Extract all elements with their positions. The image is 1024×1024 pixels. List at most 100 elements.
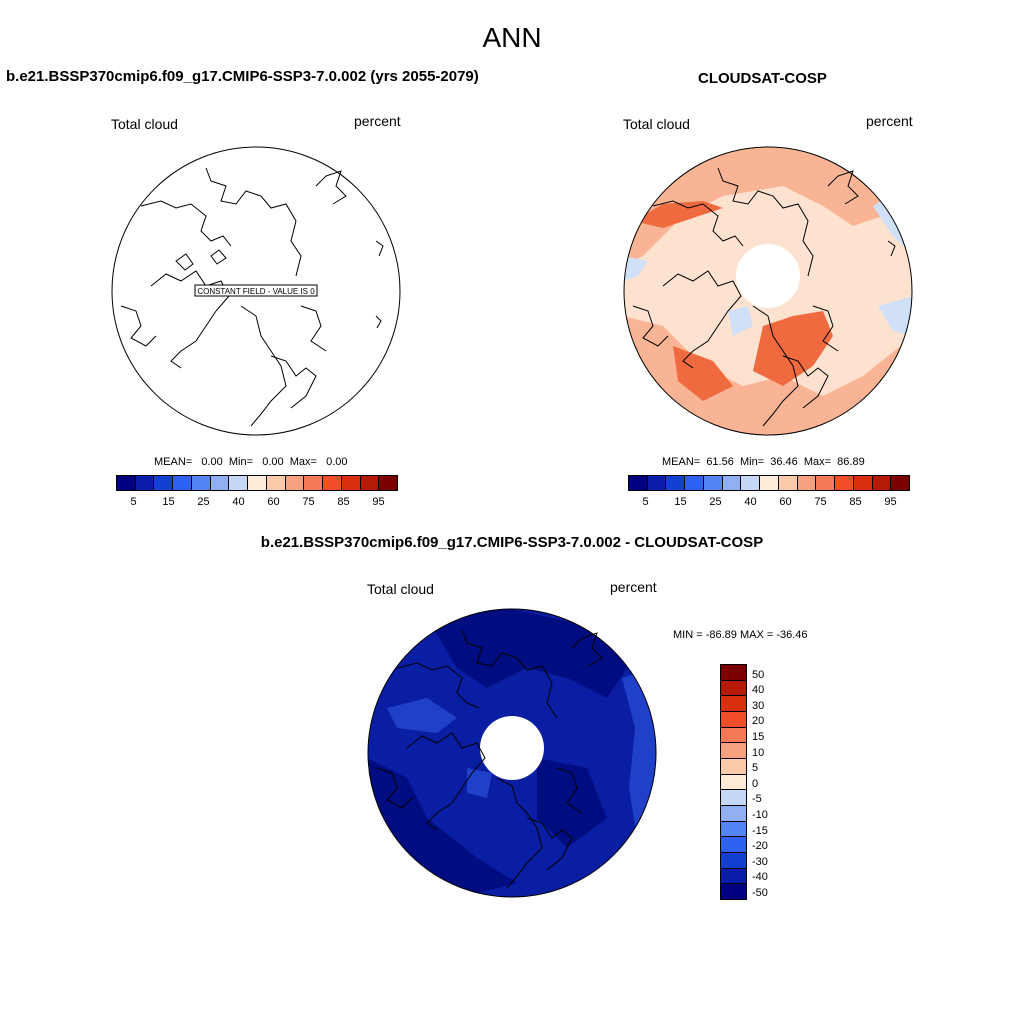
colorbar-swatch bbox=[853, 476, 873, 490]
obs-stats: MEAN= 61.56 Min= 36.46 Max= 86.89 bbox=[662, 456, 865, 468]
colorbar-swatch bbox=[891, 476, 910, 490]
colorbar-swatch bbox=[778, 476, 798, 490]
colorbar-swatch bbox=[248, 476, 267, 490]
colorbar-swatch bbox=[154, 476, 174, 490]
page-title: ANN bbox=[482, 22, 542, 53]
colorbar-tick-label: 95 bbox=[372, 496, 385, 508]
test-variable-label: Total cloud bbox=[111, 116, 178, 132]
colorbar-swatch bbox=[721, 884, 746, 900]
colorbar-swatch bbox=[721, 837, 746, 854]
obs-map bbox=[623, 146, 913, 436]
colorbar-swatch bbox=[721, 774, 746, 791]
obs-colorbar bbox=[628, 475, 910, 491]
colorbar-swatch bbox=[721, 868, 746, 885]
diff-coastlines bbox=[376, 629, 603, 889]
test-stats: MEAN= 0.00 Min= 0.00 Max= 0.00 bbox=[154, 456, 348, 468]
colorbar-swatch bbox=[721, 806, 746, 822]
colorbar-swatch bbox=[721, 743, 746, 760]
diff-units-label: percent bbox=[610, 579, 657, 595]
colorbar-tick-label: 85 bbox=[849, 496, 862, 508]
colorbar-swatch bbox=[703, 476, 723, 490]
colorbar-tick-label: 95 bbox=[884, 496, 897, 508]
diff-variable-label: Total cloud bbox=[367, 581, 434, 597]
map-region bbox=[427, 609, 627, 698]
colorbar-swatch bbox=[323, 476, 342, 490]
diff-panel-title: b.e21.BSSP370cmip6.f09_g17.CMIP6-SSP3-7.… bbox=[260, 534, 764, 551]
colorbar-tick-label: 15 bbox=[752, 731, 765, 743]
colorbar-tick-label: 85 bbox=[337, 496, 350, 508]
colorbar-swatch bbox=[721, 759, 746, 775]
diff-map bbox=[367, 608, 657, 898]
constant-field-label: CONSTANT FIELD - VALUE IS 0 bbox=[197, 287, 315, 296]
colorbar-tick-label: 60 bbox=[779, 496, 792, 508]
colorbar-swatch bbox=[760, 476, 779, 490]
test-units-label: percent bbox=[354, 113, 401, 129]
colorbar-tick-label: 10 bbox=[752, 746, 765, 759]
colorbar-swatch bbox=[721, 853, 746, 869]
colorbar-swatch bbox=[266, 476, 286, 490]
colorbar-swatch bbox=[135, 476, 155, 490]
colorbar-swatch bbox=[173, 476, 192, 490]
colorbar-swatch bbox=[721, 790, 746, 807]
colorbar-swatch bbox=[685, 476, 704, 490]
test-map: CONSTANT FIELD - VALUE IS 0 bbox=[111, 146, 401, 436]
colorbar-tick-label: 5 bbox=[752, 762, 759, 775]
map-region bbox=[387, 698, 457, 733]
obs-colorbar-ticks: 5 15 25 40 60 75 85 95 bbox=[628, 496, 908, 510]
map-region bbox=[537, 758, 607, 848]
colorbar-tick-label: 40 bbox=[744, 496, 757, 508]
colorbar-tick-label: 20 bbox=[752, 715, 765, 728]
constant-field-box bbox=[194, 284, 318, 297]
colorbar-tick-label: 15 bbox=[162, 496, 175, 508]
obs-polar-hole bbox=[736, 244, 800, 308]
colorbar-swatch bbox=[722, 476, 742, 490]
test-colorbar bbox=[116, 475, 398, 491]
colorbar-swatch bbox=[304, 476, 324, 490]
colorbar-swatch bbox=[721, 712, 746, 728]
map-region bbox=[624, 147, 912, 266]
map-region bbox=[728, 306, 753, 336]
colorbar-swatch bbox=[797, 476, 817, 490]
colorbar-swatch bbox=[341, 476, 361, 490]
colorbar-swatch bbox=[721, 821, 746, 838]
colorbar-tick-label: 5 bbox=[130, 496, 137, 508]
colorbar-swatch bbox=[721, 680, 746, 697]
map-region bbox=[753, 311, 833, 386]
colorbar-tick-label: 50 bbox=[752, 668, 765, 681]
test-panel-title: b.e21.BSSP370cmip6.f09_g17.CMIP6-SSP3-7.… bbox=[6, 68, 479, 85]
diff-colorbar-ticks: 50 40 30 20 15 10 5 0 -5 -10 -15 -20 -30 -40 -50 bbox=[752, 664, 792, 899]
map-region bbox=[467, 768, 492, 798]
map-region bbox=[624, 316, 912, 435]
obs-variable-label: Total cloud bbox=[623, 116, 690, 132]
colorbar-swatch bbox=[721, 696, 746, 713]
colorbar-tick-label: 75 bbox=[302, 496, 315, 508]
colorbar-tick-label: -5 bbox=[752, 793, 762, 806]
map-region bbox=[673, 346, 733, 401]
colorbar-swatch bbox=[210, 476, 230, 490]
map-region bbox=[878, 296, 912, 336]
colorbar-swatch bbox=[647, 476, 667, 490]
colorbar-tick-label: 40 bbox=[752, 684, 765, 697]
colorbar-swatch bbox=[816, 476, 836, 490]
colorbar-swatch bbox=[360, 476, 380, 490]
obs-units-label: percent bbox=[866, 113, 913, 129]
colorbar-tick-label: 25 bbox=[197, 496, 210, 508]
colorbar-swatch bbox=[721, 665, 746, 681]
diff-polar-hole bbox=[480, 716, 544, 780]
colorbar-tick-label: 5 bbox=[642, 496, 649, 508]
colorbar-swatch bbox=[285, 476, 305, 490]
colorbar-tick-label: 30 bbox=[752, 699, 765, 712]
colorbar-swatch bbox=[721, 727, 746, 744]
colorbar-swatch bbox=[191, 476, 211, 490]
colorbar-tick-label: -15 bbox=[752, 824, 768, 837]
colorbar-tick-label: 0 bbox=[752, 777, 759, 790]
colorbar-tick-label: -20 bbox=[752, 840, 768, 853]
map-region bbox=[633, 201, 723, 228]
colorbar-swatch bbox=[229, 476, 249, 490]
obs-coastlines bbox=[632, 167, 896, 427]
colorbar-tick-label: -30 bbox=[752, 855, 768, 868]
colorbar-tick-label: -40 bbox=[752, 871, 768, 884]
colorbar-tick-label: 15 bbox=[674, 496, 687, 508]
map-region bbox=[624, 256, 648, 281]
colorbar-tick-label: 40 bbox=[232, 496, 245, 508]
